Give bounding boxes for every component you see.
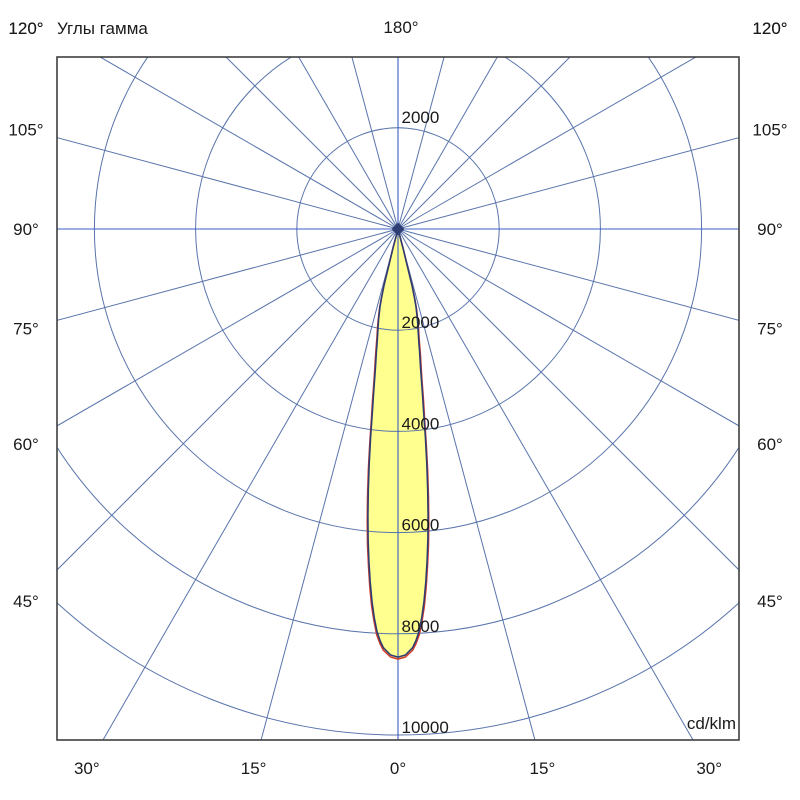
gamma-label-bottom: 30° [74,759,100,778]
angular-grid-ray [102,228,399,740]
angular-grid-ray [57,228,399,427]
angular-grid-ray [57,228,399,321]
angular-grid-ray [225,57,399,230]
corner-angle-label-left: 120° [8,19,43,38]
tick-labels: 120° 120° 105° 105° 90° 90° 75° 75° 60° 60° 45° 45°… [8,19,787,778]
gamma-label-left: 75° [13,320,39,339]
top-angle-label: 180° [383,18,418,37]
angular-grid-ray [397,228,694,740]
gamma-label-left: 60° [13,435,39,454]
chart-title: Углы гамма [57,19,148,38]
angular-grid-ray [57,228,399,571]
angular-grid-ray [351,57,399,230]
radial-value-label: 4000 [402,414,440,433]
gamma-label-bottom: 0° [390,759,406,778]
gamma-label-left: 105° [8,120,43,139]
radial-value-label: 2000 [402,313,440,332]
angular-grid-ray [397,137,739,230]
gamma-label-left: 90° [13,220,39,239]
lobe-curve-c90 [367,228,429,658]
angular-grid-ray [397,57,498,230]
radial-value-label: 2000 [402,108,440,127]
angular-grid-ray [397,57,445,230]
radial-value-label: 10000 [402,718,449,737]
plot-border [56,56,740,741]
gamma-label-left: 120° [8,19,43,38]
angular-grid-ray [397,57,697,230]
angular-grid-ray [298,57,399,230]
gamma-label-left: 45° [13,592,39,611]
angular-grid-ray [397,228,739,571]
gamma-label-right: 60° [757,435,783,454]
gamma-label-right: 105° [752,120,787,139]
radial-value-label: 8000 [402,617,440,636]
gamma-label-right: 90° [757,220,783,239]
angular-grid-ray [99,57,399,230]
angular-grid-ray [260,228,399,740]
gamma-label-bottom: 15° [530,759,556,778]
radial-value-label: 6000 [402,516,440,535]
gamma-label-bottom: 30° [696,759,722,778]
gamma-label-right: 120° [752,19,787,38]
radial-unit-label: cd/klm [687,714,736,733]
center-marker [391,222,405,236]
angular-grid-ray [397,228,739,427]
gamma-label-right: 75° [757,320,783,339]
corner-angle-label-right: 120° [752,19,787,38]
gamma-label-bottom: 15° [241,759,267,778]
gamma-label-right: 45° [757,592,783,611]
intensity-lobe-outline [366,222,430,660]
angular-grid-ray [397,57,571,230]
angular-grid-ray [397,228,739,321]
angular-grid-ray [57,137,399,230]
angular-grid-ray [397,228,536,740]
